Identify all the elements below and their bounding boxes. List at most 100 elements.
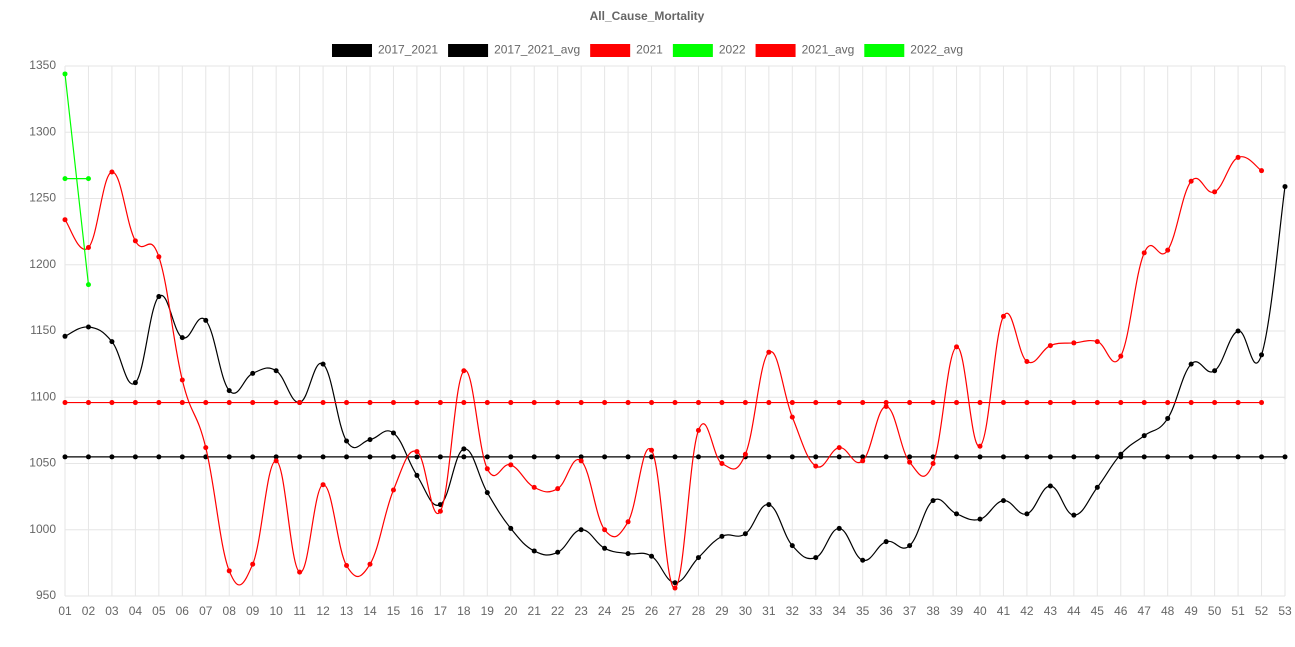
point (1235, 400, 1241, 406)
point (109, 339, 115, 345)
point (649, 447, 655, 453)
legend-swatch (864, 44, 905, 57)
point (883, 400, 889, 406)
legend-label: 2021_avg (802, 43, 855, 57)
x-tick-label: 09 (246, 604, 260, 618)
point (179, 377, 185, 383)
point (508, 525, 514, 531)
point (1141, 400, 1147, 406)
point (1000, 400, 1006, 406)
point (649, 553, 655, 559)
x-tick-label: 01 (58, 604, 72, 618)
point (1165, 415, 1171, 421)
point (62, 176, 68, 182)
point (766, 502, 772, 508)
x-tick-label: 05 (152, 604, 166, 618)
legend-swatch (755, 44, 796, 57)
point (508, 462, 514, 468)
point (414, 449, 420, 455)
point (461, 368, 467, 374)
point (742, 451, 748, 457)
point (813, 400, 819, 406)
x-tick-label: 30 (739, 604, 753, 618)
point (367, 437, 373, 443)
point (367, 561, 373, 567)
chart-title: All_Cause_Mortality (590, 9, 705, 23)
point (930, 400, 936, 406)
point (719, 533, 725, 539)
point (109, 169, 115, 175)
y-tick-label: 1000 (29, 522, 56, 536)
point (789, 543, 795, 549)
point (602, 545, 608, 551)
point (860, 454, 866, 460)
x-tick-label: 19 (481, 604, 495, 618)
x-tick-label: 14 (363, 604, 377, 618)
point (390, 454, 396, 460)
x-tick-label: 13 (340, 604, 354, 618)
point (766, 400, 772, 406)
point (836, 454, 842, 460)
point (1188, 178, 1194, 184)
point (1047, 454, 1053, 460)
x-tick-label: 48 (1161, 604, 1175, 618)
point (1094, 339, 1100, 345)
point (531, 454, 537, 460)
point (695, 427, 701, 433)
point (1047, 400, 1053, 406)
y-tick-label: 1350 (29, 58, 56, 72)
point (179, 335, 185, 341)
point (179, 400, 185, 406)
point (85, 282, 91, 288)
point (132, 380, 138, 386)
point (907, 454, 913, 460)
point (1000, 313, 1006, 319)
point (203, 445, 209, 451)
x-tick-label: 29 (715, 604, 729, 618)
point (1235, 154, 1241, 160)
point (62, 71, 68, 77)
point (414, 454, 420, 460)
point (156, 454, 162, 460)
point (555, 454, 561, 460)
point (297, 454, 303, 460)
point (484, 490, 490, 496)
point (250, 400, 256, 406)
x-tick-label: 47 (1138, 604, 1152, 618)
point (109, 454, 115, 460)
x-tick-label: 16 (410, 604, 424, 618)
point (320, 454, 326, 460)
x-tick-label: 03 (105, 604, 119, 618)
x-tick-label: 15 (387, 604, 401, 618)
point (226, 388, 232, 394)
legend-label: 2021 (636, 43, 663, 57)
point (672, 454, 678, 460)
point (1212, 189, 1218, 195)
point (484, 466, 490, 472)
point (250, 561, 256, 567)
point (1118, 353, 1124, 359)
x-tick-label: 04 (129, 604, 143, 618)
point (62, 217, 68, 223)
x-tick-label: 20 (504, 604, 518, 618)
point (602, 400, 608, 406)
point (672, 400, 678, 406)
point (273, 400, 279, 406)
point (390, 400, 396, 406)
point (1024, 454, 1030, 460)
x-tick-label: 07 (199, 604, 213, 618)
y-tick-label: 1100 (30, 389, 56, 403)
point (344, 563, 350, 569)
point (907, 400, 913, 406)
point (578, 458, 584, 464)
point (719, 454, 725, 460)
x-tick-label: 18 (457, 604, 471, 618)
point (1212, 400, 1218, 406)
x-tick-label: 21 (528, 604, 542, 618)
x-tick-label: 41 (997, 604, 1011, 618)
point (1024, 358, 1030, 364)
point (578, 527, 584, 533)
point (132, 238, 138, 244)
x-tick-label: 51 (1231, 604, 1245, 618)
point (414, 400, 420, 406)
